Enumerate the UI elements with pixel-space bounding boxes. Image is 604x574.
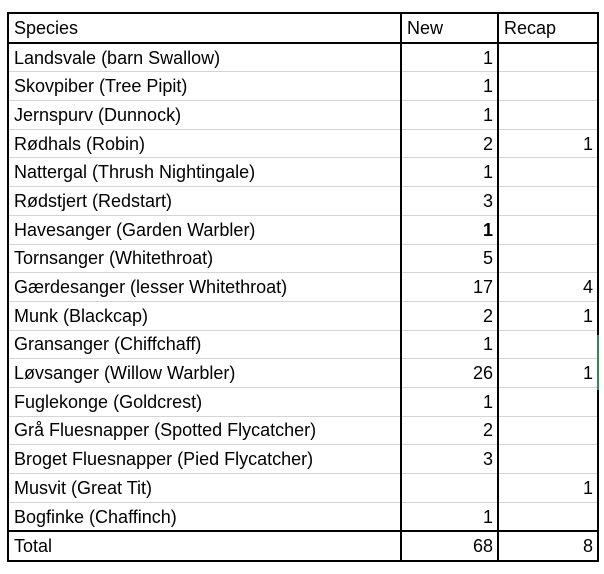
- table-row: Broget Fluesnapper (Pied Flycatcher) 3: [7, 444, 599, 474]
- table-row: Skovpiber (Tree Pipit) 1: [7, 71, 599, 102]
- species-cell[interactable]: Løvsanger (Willow Warbler): [7, 358, 402, 388]
- new-cell[interactable]: 2: [401, 416, 499, 446]
- species-cell[interactable]: Landsvale (barn Swallow): [7, 42, 402, 73]
- species-cell[interactable]: Gærdesanger (lesser Whitethroat): [7, 272, 402, 302]
- new-cell[interactable]: 1: [401, 387, 499, 417]
- species-table: Species New Recap Landsvale (barn Swallo…: [7, 12, 599, 563]
- new-cell[interactable]: 5: [401, 244, 499, 274]
- species-cell[interactable]: Jernspurv (Dunnock): [7, 100, 402, 130]
- new-cell[interactable]: [401, 473, 499, 503]
- new-cell[interactable]: 1: [401, 215, 499, 245]
- recap-cell[interactable]: [498, 100, 599, 130]
- recap-cell[interactable]: 1: [498, 473, 599, 503]
- table-row: Rødhals (Robin) 2 1: [7, 129, 599, 159]
- species-cell[interactable]: Rødhals (Robin): [7, 129, 402, 159]
- recap-cell[interactable]: 1: [498, 301, 599, 331]
- new-cell[interactable]: 3: [401, 444, 499, 474]
- recap-cell[interactable]: [498, 244, 599, 274]
- species-cell[interactable]: Havesanger (Garden Warbler): [7, 215, 402, 245]
- species-cell[interactable]: Nattergal (Thrush Nightingale): [7, 157, 402, 188]
- new-cell[interactable]: 17: [401, 272, 499, 302]
- recap-cell[interactable]: [498, 387, 599, 417]
- table-row: Landsvale (barn Swallow) 1: [7, 42, 599, 73]
- new-cell[interactable]: 2: [401, 129, 499, 159]
- header-row: Species New Recap: [7, 12, 599, 44]
- recap-cell[interactable]: [498, 416, 599, 446]
- new-cell[interactable]: 3: [401, 186, 499, 216]
- species-cell[interactable]: Skovpiber (Tree Pipit): [7, 71, 402, 102]
- table-row: Rødstjert (Redstart) 3: [7, 186, 599, 216]
- recap-cell[interactable]: [498, 444, 599, 474]
- table-row: Løvsanger (Willow Warbler) 26 1: [7, 358, 599, 388]
- species-cell[interactable]: Munk (Blackcap): [7, 301, 402, 331]
- new-cell[interactable]: 1: [401, 330, 499, 360]
- recap-cell[interactable]: [498, 42, 599, 73]
- species-cell[interactable]: Grå Fluesnapper (Spotted Flycatcher): [7, 416, 402, 446]
- table-row: Gærdesanger (lesser Whitethroat) 17 4: [7, 272, 599, 302]
- new-cell[interactable]: 1: [401, 100, 499, 130]
- new-cell[interactable]: 1: [401, 157, 499, 188]
- recap-cell[interactable]: [498, 71, 599, 102]
- table-row: Munk (Blackcap) 2 1: [7, 301, 599, 331]
- species-cell[interactable]: Broget Fluesnapper (Pied Flycatcher): [7, 444, 402, 474]
- new-cell[interactable]: 1: [401, 42, 499, 73]
- new-cell[interactable]: 26: [401, 358, 499, 388]
- species-cell[interactable]: Fuglekonge (Goldcrest): [7, 387, 402, 417]
- species-cell[interactable]: Gransanger (Chiffchaff): [7, 330, 402, 360]
- new-cell[interactable]: 2: [401, 301, 499, 331]
- cell-selection-edge: [597, 335, 600, 390]
- recap-cell[interactable]: [498, 215, 599, 245]
- table-row: Jernspurv (Dunnock) 1: [7, 100, 599, 130]
- species-cell[interactable]: Bogfinke (Chaffinch): [7, 502, 402, 533]
- recap-cell[interactable]: [498, 186, 599, 216]
- recap-cell[interactable]: [498, 157, 599, 188]
- species-cell[interactable]: Rødstjert (Redstart): [7, 186, 402, 216]
- recap-cell[interactable]: [498, 502, 599, 533]
- total-recap-cell[interactable]: 8: [498, 531, 599, 563]
- table-row: Havesanger (Garden Warbler) 1: [7, 215, 599, 245]
- total-label-cell[interactable]: Total: [7, 531, 402, 563]
- total-row: Total 68 8: [7, 531, 599, 563]
- recap-cell[interactable]: 1: [498, 358, 599, 388]
- species-cell[interactable]: Tornsanger (Whitethroat): [7, 244, 402, 274]
- recap-cell[interactable]: 1: [498, 129, 599, 159]
- table-row: Bogfinke (Chaffinch) 1: [7, 502, 599, 533]
- recap-cell[interactable]: 4: [498, 272, 599, 302]
- header-species[interactable]: Species: [7, 12, 402, 44]
- header-recap[interactable]: Recap: [498, 12, 599, 44]
- table-row: Tornsanger (Whitethroat) 5: [7, 244, 599, 274]
- header-new[interactable]: New: [401, 12, 499, 44]
- table-row: Grå Fluesnapper (Spotted Flycatcher) 2: [7, 416, 599, 446]
- new-cell[interactable]: 1: [401, 502, 499, 533]
- new-cell[interactable]: 1: [401, 71, 499, 102]
- species-cell[interactable]: Musvit (Great Tit): [7, 473, 402, 503]
- table-row: Fuglekonge (Goldcrest) 1: [7, 387, 599, 417]
- table-row: Nattergal (Thrush Nightingale) 1: [7, 157, 599, 188]
- table-row: Gransanger (Chiffchaff) 1: [7, 330, 599, 360]
- total-new-cell[interactable]: 68: [401, 531, 499, 563]
- table-row: Musvit (Great Tit) 1: [7, 473, 599, 503]
- recap-cell[interactable]: [498, 330, 599, 360]
